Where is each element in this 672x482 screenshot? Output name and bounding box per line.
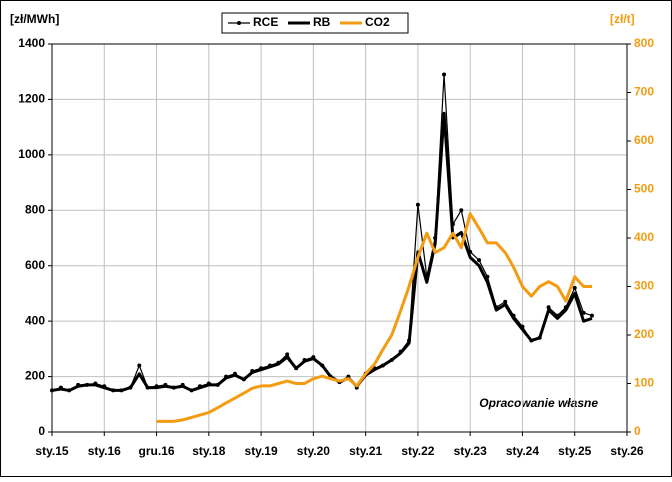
point	[285, 352, 290, 357]
x-tick-label: sty.15	[35, 444, 68, 458]
y2-tick-label: 200	[634, 327, 654, 341]
series-line	[51, 111, 593, 392]
x-tick-label: sty.25	[558, 444, 591, 458]
y-tick-label: 800	[25, 202, 45, 216]
x-tick-label: sty.20	[297, 444, 330, 458]
y-tick-label: 1400	[18, 36, 45, 50]
series-line	[156, 212, 592, 423]
y-tick-label: 400	[25, 313, 45, 327]
x-tick-label: sty.18	[192, 444, 225, 458]
point	[589, 313, 594, 318]
legend-dot	[237, 21, 241, 25]
y2-tick-label: 500	[634, 182, 654, 196]
y2-tick-label: 400	[634, 230, 654, 244]
x-tick-label: sty.23	[454, 444, 487, 458]
point	[503, 299, 508, 304]
y-tick-label: 200	[25, 369, 45, 383]
x-tick-label: sty.21	[349, 444, 382, 458]
y2-tick-label: 0	[634, 424, 641, 438]
y2-tick-label: 600	[634, 133, 654, 147]
x-tick-label: sty.22	[401, 444, 434, 458]
plot-area	[51, 43, 628, 433]
legend-label: RB	[313, 15, 331, 29]
point	[459, 208, 464, 213]
legend-label: RCE	[253, 15, 278, 29]
y2-tick-label: 800	[634, 36, 654, 50]
point	[477, 258, 482, 263]
y2-tick-label: 300	[634, 279, 654, 293]
x-tick-label: sty.24	[506, 444, 539, 458]
y-tick-label: 0	[38, 424, 45, 438]
legend-label: CO2	[365, 15, 390, 29]
y2-tick-label: 100	[634, 376, 654, 390]
y2-tick-label: 700	[634, 85, 654, 99]
y-tick-label: 1000	[18, 147, 45, 161]
x-tick-label: sty.19	[245, 444, 278, 458]
y2-axis-label: [zł/t]	[610, 12, 635, 26]
legend-box	[221, 12, 409, 34]
point	[415, 202, 420, 207]
point	[572, 285, 577, 290]
y-axis-label: [zł/MWh]	[10, 12, 59, 26]
point	[546, 305, 551, 310]
x-tick-label: sty.26	[610, 444, 643, 458]
x-tick-label: sty.16	[88, 444, 121, 458]
annotation: Opracowanie własne	[479, 396, 598, 410]
y-tick-label: 1200	[18, 92, 45, 106]
x-tick-label: gru.16	[139, 444, 175, 458]
y-tick-label: 600	[25, 258, 45, 272]
point	[137, 363, 142, 368]
point	[442, 72, 447, 77]
